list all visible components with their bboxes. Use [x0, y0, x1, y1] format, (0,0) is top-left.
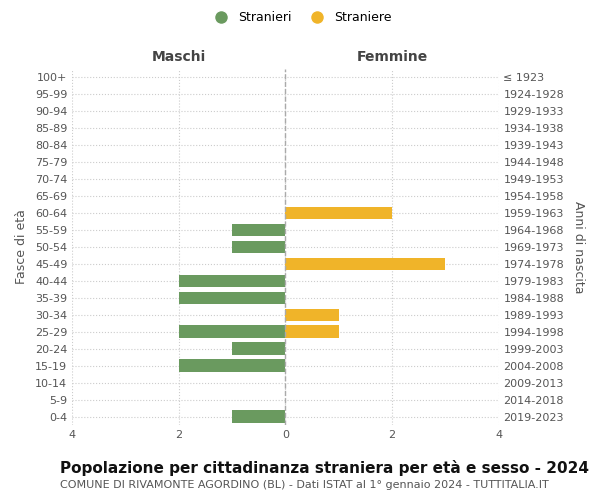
Bar: [232, 342, 286, 355]
Bar: [286, 258, 445, 270]
Bar: [179, 326, 286, 338]
Y-axis label: Fasce di età: Fasce di età: [15, 210, 28, 284]
Bar: [232, 224, 286, 236]
Bar: [179, 360, 286, 372]
Bar: [232, 240, 286, 254]
Bar: [286, 308, 338, 321]
Bar: [179, 292, 286, 304]
Y-axis label: Anni di nascita: Anni di nascita: [572, 200, 585, 293]
Text: COMUNE DI RIVAMONTE AGORDINO (BL) - Dati ISTAT al 1° gennaio 2024 - TUTTITALIA.I: COMUNE DI RIVAMONTE AGORDINO (BL) - Dati…: [60, 480, 549, 490]
Bar: [286, 326, 338, 338]
Legend: Stranieri, Straniere: Stranieri, Straniere: [203, 6, 397, 29]
Bar: [232, 410, 286, 423]
Bar: [286, 206, 392, 220]
Text: Popolazione per cittadinanza straniera per età e sesso - 2024: Popolazione per cittadinanza straniera p…: [60, 460, 589, 475]
Bar: [179, 274, 286, 287]
